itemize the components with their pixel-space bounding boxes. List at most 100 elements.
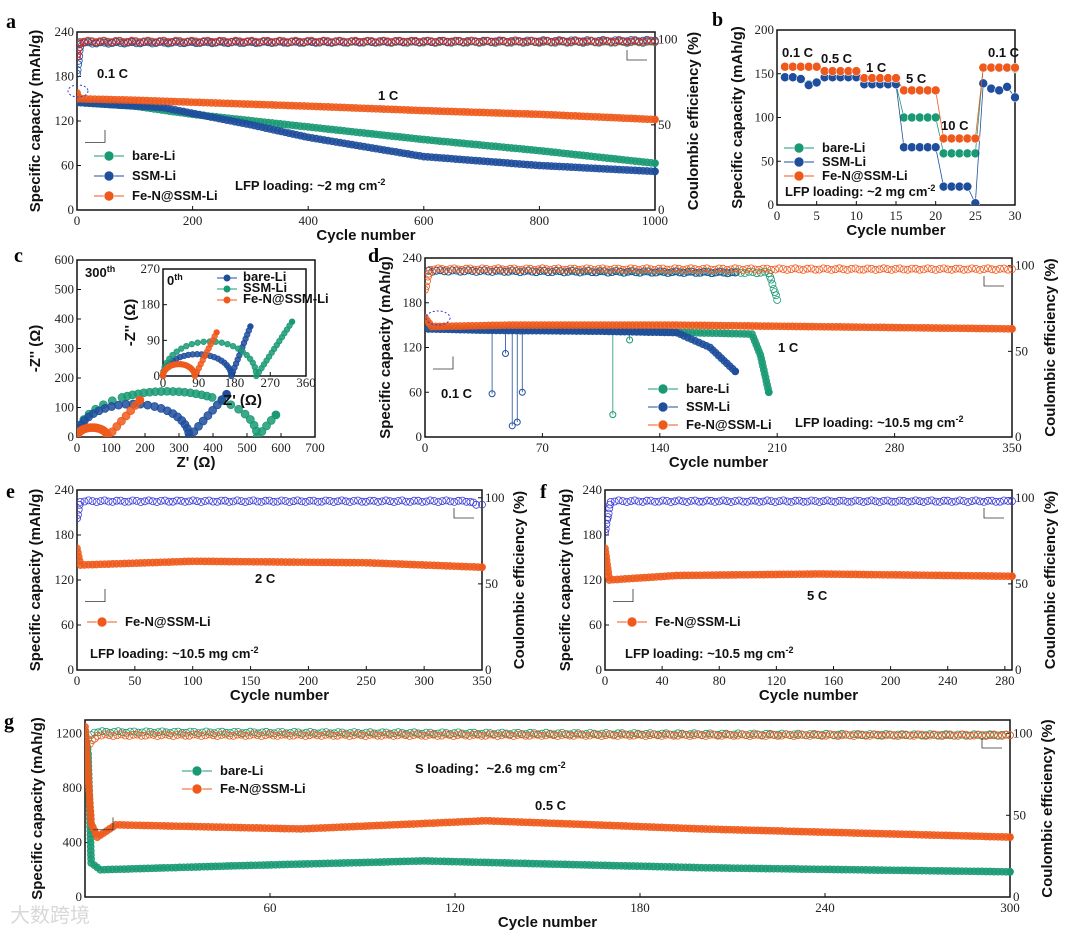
y2-axis-label: Coulombic efficiency (%): [511, 491, 528, 669]
data-point: [767, 275, 776, 284]
spike-point: [508, 422, 516, 430]
y-tick-label: 60: [409, 384, 422, 399]
data-point: [713, 731, 722, 740]
data-point: [1000, 264, 1008, 273]
data-point: [799, 265, 808, 274]
data-point: [450, 264, 459, 273]
data-point: [200, 338, 207, 345]
data-point: [930, 142, 941, 153]
data-point: [293, 496, 302, 505]
data-point: [911, 264, 920, 273]
data-point: [145, 730, 154, 739]
y-tick-label: 200: [755, 22, 775, 37]
data-point: [461, 731, 470, 740]
data-point: [483, 36, 492, 45]
data-point: [187, 36, 196, 45]
data-point: [895, 496, 904, 505]
data-point: [570, 729, 578, 737]
data-point: [237, 497, 246, 506]
y2-tick-label: 100: [1015, 490, 1035, 505]
data-point: [980, 497, 988, 506]
data-point: [927, 496, 936, 505]
data-point: [526, 728, 534, 737]
data-point: [311, 38, 320, 46]
x-tick-label: 0: [160, 375, 167, 390]
data-point: [581, 732, 590, 740]
data-point: [221, 730, 230, 739]
data-point: [383, 37, 392, 46]
loading-note-text: LFP loading: ~10.5 mg cm: [90, 646, 251, 661]
data-point: [100, 36, 108, 45]
data-point: [425, 277, 431, 286]
data-point: [707, 496, 715, 505]
data-point: [831, 497, 840, 506]
data-point: [561, 730, 570, 739]
x-axis-label: Cycle number: [498, 914, 597, 931]
data-point: [345, 732, 354, 740]
y-axis-label: Specific capacity (mAh/g): [29, 717, 46, 900]
data-point: [237, 730, 246, 739]
data-point: [566, 264, 575, 273]
data-point: [753, 730, 762, 739]
inset-title-sup: th: [174, 272, 183, 282]
data-point: [634, 497, 643, 506]
data-point: [369, 496, 378, 505]
data-point: [899, 496, 908, 505]
data-point: [577, 730, 586, 739]
data-point: [309, 496, 318, 505]
y2-tick-label: 0: [1015, 429, 1022, 444]
data-point: [675, 496, 683, 505]
data-point: [293, 730, 302, 739]
data-point: [321, 730, 330, 739]
data-point: [587, 36, 595, 45]
data-point: [669, 731, 678, 740]
data-point: [333, 497, 342, 506]
legend-item: bare-Li: [182, 763, 263, 778]
data-point: [791, 496, 800, 505]
data-point: [386, 497, 394, 506]
data-point: [394, 497, 403, 505]
data-point: [229, 731, 238, 740]
data-point: [634, 265, 643, 274]
data-point: [405, 732, 414, 740]
data-point: [77, 69, 81, 78]
x-tick-label: 300: [169, 440, 189, 455]
data-point: [619, 37, 627, 45]
rate-annotation: 0.5 C: [535, 798, 567, 813]
data-point: [427, 37, 436, 46]
data-point: [413, 730, 422, 739]
data-point: [426, 265, 434, 274]
data-point: [671, 497, 679, 506]
data-point: [143, 36, 152, 45]
data-point: [522, 264, 531, 273]
data-point: [385, 730, 394, 739]
data-point: [915, 497, 924, 506]
data-point: [1008, 572, 1016, 581]
data-point: [313, 731, 322, 740]
data-point: [635, 37, 643, 46]
data-point: [474, 265, 483, 274]
data-point: [671, 264, 679, 273]
x-tick-label: 350: [1002, 440, 1022, 455]
legend-item: Fe-N@SSM-Li: [94, 188, 218, 203]
data-point: [375, 37, 384, 46]
x-tick-label: 10: [850, 208, 863, 223]
series-fe-n-ssm-li: [77, 544, 486, 572]
data-point: [510, 264, 519, 273]
data-point: [858, 730, 866, 739]
data-point: [165, 731, 174, 740]
data-point: [103, 37, 112, 46]
series-fe-n-ssm-li-ce: [85, 730, 1014, 754]
y-tick-label: 180: [583, 527, 603, 542]
data-point: [855, 265, 864, 274]
data-point: [811, 497, 820, 505]
data-point: [241, 498, 250, 506]
data-point: [887, 265, 896, 274]
loading-note: LFP loading: ~10.5 mg cm-2: [90, 645, 259, 661]
inset-background: [163, 269, 306, 376]
data-point: [168, 497, 177, 506]
data-point: [341, 497, 350, 506]
data-point: [935, 265, 944, 273]
data-point: [606, 265, 615, 274]
